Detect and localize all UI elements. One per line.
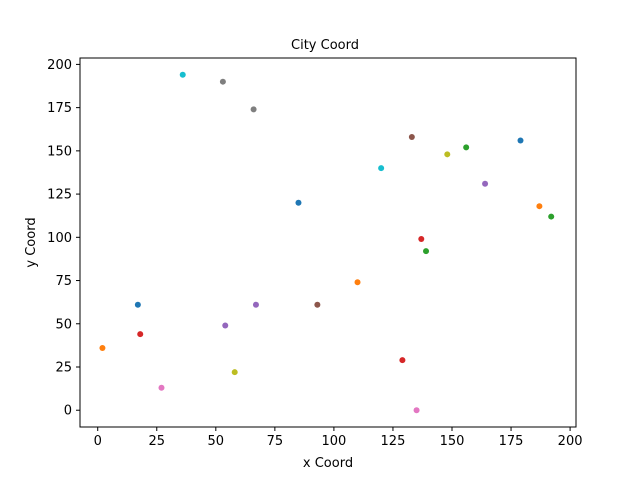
plot-area — [99, 71, 555, 414]
data-point — [548, 213, 555, 220]
data-point — [413, 407, 420, 414]
data-point — [179, 71, 186, 78]
chart-title: City Coord — [291, 38, 359, 53]
data-point — [219, 78, 226, 85]
data-point — [482, 180, 489, 187]
x-tick-label: 125 — [381, 434, 406, 449]
x-tick-label: 0 — [94, 434, 102, 449]
data-point — [231, 369, 238, 376]
data-point — [295, 199, 302, 206]
y-axis-label: y Coord — [24, 217, 39, 267]
data-point — [137, 331, 144, 338]
data-point — [158, 384, 165, 391]
data-point — [444, 151, 451, 158]
data-point — [463, 144, 470, 151]
y-tick-label: 150 — [47, 144, 72, 159]
x-tick-label: 100 — [321, 434, 346, 449]
y-tick-label: 50 — [55, 317, 72, 332]
data-point — [423, 248, 430, 255]
y-tick-label: 0 — [64, 404, 72, 419]
y-tick-label: 200 — [47, 58, 72, 73]
data-point — [378, 165, 385, 172]
y-tick-label: 100 — [47, 231, 72, 246]
x-tick-label: 75 — [267, 434, 284, 449]
data-point — [399, 357, 406, 364]
axes-frame — [79, 57, 577, 428]
data-point — [222, 322, 229, 329]
x-tick-label: 175 — [499, 434, 524, 449]
data-point — [536, 203, 543, 210]
data-point — [517, 137, 524, 144]
data-point — [134, 301, 141, 308]
data-point — [250, 106, 257, 113]
x-tick-label: 25 — [148, 434, 165, 449]
x-axis-label: x Coord — [303, 456, 353, 471]
x-tick-label: 150 — [440, 434, 465, 449]
y-tick-label: 75 — [55, 274, 72, 289]
y-tick-label: 175 — [47, 101, 72, 116]
data-point — [418, 236, 425, 243]
data-point — [99, 344, 106, 351]
data-point — [314, 301, 321, 308]
y-tick-label: 125 — [47, 188, 72, 203]
y-tick-label: 25 — [55, 360, 72, 375]
data-point — [252, 301, 259, 308]
x-tick-label: 50 — [208, 434, 225, 449]
data-point — [354, 279, 361, 286]
x-tick-label: 200 — [558, 434, 583, 449]
data-point — [408, 134, 415, 141]
